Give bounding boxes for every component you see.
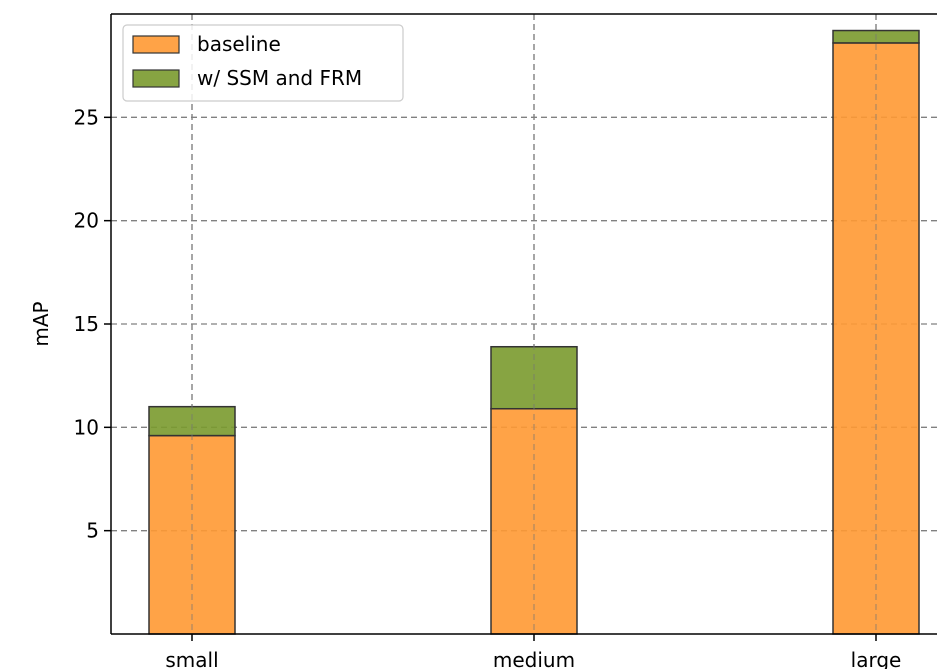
legend-swatch-ssm-frm [132, 69, 180, 88]
bar-small-ssm-frm [148, 405, 236, 437]
legend-label-baseline: baseline [197, 32, 281, 56]
y-tick-label-5: 5 [86, 519, 99, 543]
x-tick-label-small: small [165, 648, 218, 669]
y-tick-label-20: 20 [74, 209, 99, 233]
legend-label-ssm-frm: w/ SSM and FRM [197, 66, 362, 90]
x-tick-label-large: large [851, 648, 902, 669]
legend: baseline w/ SSM and FRM [122, 24, 404, 102]
axes: 5 10 15 20 25 small medium large [74, 13, 937, 669]
bars [148, 29, 920, 635]
y-axis-label: mAP [29, 301, 53, 346]
bar-medium-baseline [490, 407, 578, 635]
legend-frame [122, 24, 404, 102]
y-tick-label-25: 25 [74, 105, 99, 129]
legend-swatch-baseline [132, 35, 180, 54]
y-tick-label-10: 10 [74, 415, 99, 439]
y-tick-label-15: 15 [74, 312, 99, 336]
x-tick-label-medium: medium [493, 648, 575, 669]
